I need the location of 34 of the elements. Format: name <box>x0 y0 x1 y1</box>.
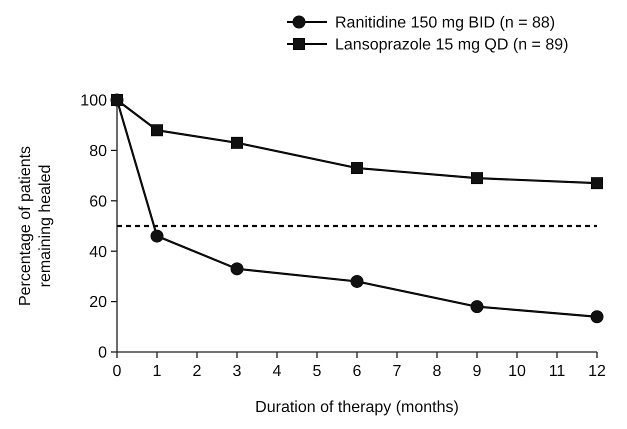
x-tick-label: 10 <box>508 363 526 380</box>
x-tick-label: 9 <box>472 363 482 380</box>
x-axis-title: Duration of therapy (months) <box>255 399 459 416</box>
x-tick-label: 11 <box>548 363 566 380</box>
point <box>351 162 363 174</box>
point <box>150 230 164 243</box>
y-tick-label: 100 <box>80 92 108 110</box>
point <box>470 300 484 314</box>
x-tick-label: 4 <box>272 363 282 380</box>
legend-label: Ranitidine 150 mg BID (n = 88) <box>335 14 556 32</box>
legend-label: Lansoprazole 15 mg QD (n = 89) <box>335 36 568 54</box>
x-tick-label: 5 <box>312 363 322 380</box>
x-tick-label: 2 <box>192 363 202 380</box>
x-tick-label: 8 <box>432 363 442 380</box>
x-tick-label: 6 <box>352 363 362 380</box>
y-tick-label: 80 <box>89 143 108 160</box>
y-tick-label: 40 <box>89 244 108 261</box>
point <box>231 136 243 149</box>
y-tick-label: 0 <box>98 344 108 362</box>
point <box>471 172 483 184</box>
y-tick-label: 60 <box>89 193 108 210</box>
x-tick-label: 12 <box>588 363 606 380</box>
x-tick-label: 7 <box>392 363 402 380</box>
x-tick-label: 3 <box>232 363 242 380</box>
point <box>350 274 364 288</box>
point <box>230 262 244 276</box>
point <box>111 94 123 106</box>
y-axis-title: Percentage of patients remaining healed <box>17 146 54 306</box>
point <box>591 177 603 190</box>
point <box>151 124 163 136</box>
point <box>590 310 604 324</box>
x-tick-label: 1 <box>152 363 162 380</box>
x-tick-label: 0 <box>112 363 122 380</box>
y-tick-label: 20 <box>89 294 108 312</box>
